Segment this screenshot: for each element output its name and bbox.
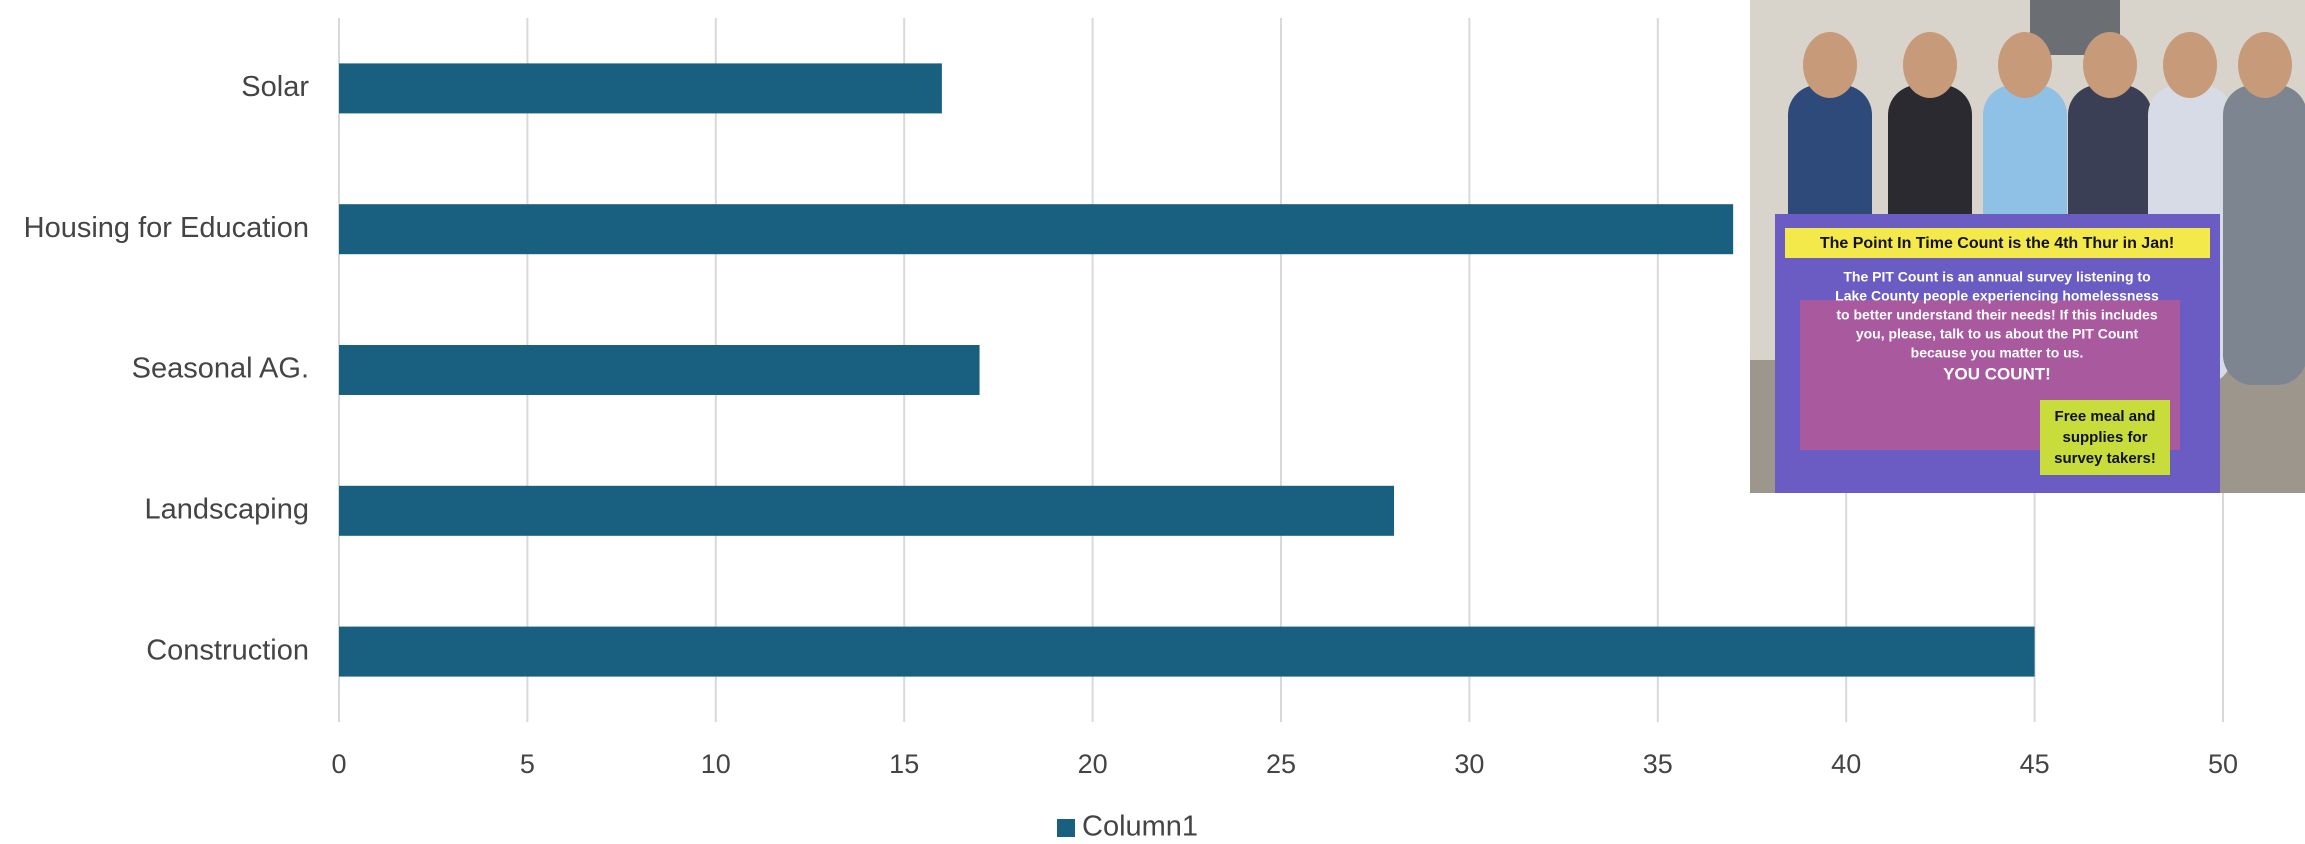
photo-banner-title-bg xyxy=(1785,228,2210,258)
x-tick-label: 50 xyxy=(2208,749,2238,779)
x-tick-label: 20 xyxy=(1078,749,1108,779)
y-tick-label: Construction xyxy=(146,634,309,666)
y-tick-label: Seasonal AG. xyxy=(132,353,309,385)
bar xyxy=(339,626,2035,677)
x-tick-label: 25 xyxy=(1266,749,1296,779)
photo-person-head xyxy=(2083,32,2137,98)
bar xyxy=(339,204,1734,255)
x-tick-label: 15 xyxy=(889,749,919,779)
x-tick-label: 10 xyxy=(701,749,731,779)
photo-person-head xyxy=(1998,32,2052,98)
photo-banner-note-bg xyxy=(2040,400,2170,475)
photo-banner-title: The Point In Time Count is the 4th Thur … xyxy=(1820,235,2174,252)
y-tick-label: Housing for Education xyxy=(24,212,309,244)
photo-banner-line: Lake County people experiencing homeless… xyxy=(1835,288,2159,304)
photo-banner-line: to better understand their needs! If thi… xyxy=(1836,307,2157,323)
x-tick-label: 40 xyxy=(1831,749,1861,779)
photo-banner-shout: YOU COUNT! xyxy=(1943,364,2051,383)
photo-banner-line: The PIT Count is an annual survey listen… xyxy=(1843,269,2150,285)
photo-banner-line: because you matter to us. xyxy=(1911,345,2084,361)
legend-swatch xyxy=(1057,819,1075,837)
legend-label: Column1 xyxy=(1082,811,1198,843)
photo-person-body xyxy=(2223,85,2305,385)
bar xyxy=(339,63,942,114)
bar xyxy=(339,345,980,395)
photo-banner-note: survey takers! xyxy=(2054,450,2156,467)
photo-person-head xyxy=(1903,32,1957,98)
y-tick-label: Solar xyxy=(241,71,309,103)
y-tick-label: Landscaping xyxy=(145,493,309,525)
photo: The Point In Time Count is the 4th Thur … xyxy=(1750,0,2305,493)
x-tick-label: 30 xyxy=(1454,749,1484,779)
bar xyxy=(339,485,1395,536)
photo-person-head xyxy=(2238,32,2292,98)
x-tick-label: 45 xyxy=(2020,749,2050,779)
photo-banner-line: you, please, talk to us about the PIT Co… xyxy=(1856,326,2139,342)
photo-person-head xyxy=(2163,32,2217,98)
photo-banner-note: Free meal and xyxy=(2055,408,2156,425)
photo-person-head xyxy=(1803,32,1857,98)
x-tick-label: 5 xyxy=(520,749,535,779)
x-tick-label: 35 xyxy=(1643,749,1673,779)
x-tick-label: 0 xyxy=(331,749,346,779)
photo-banner-note: supplies for xyxy=(2062,429,2147,446)
